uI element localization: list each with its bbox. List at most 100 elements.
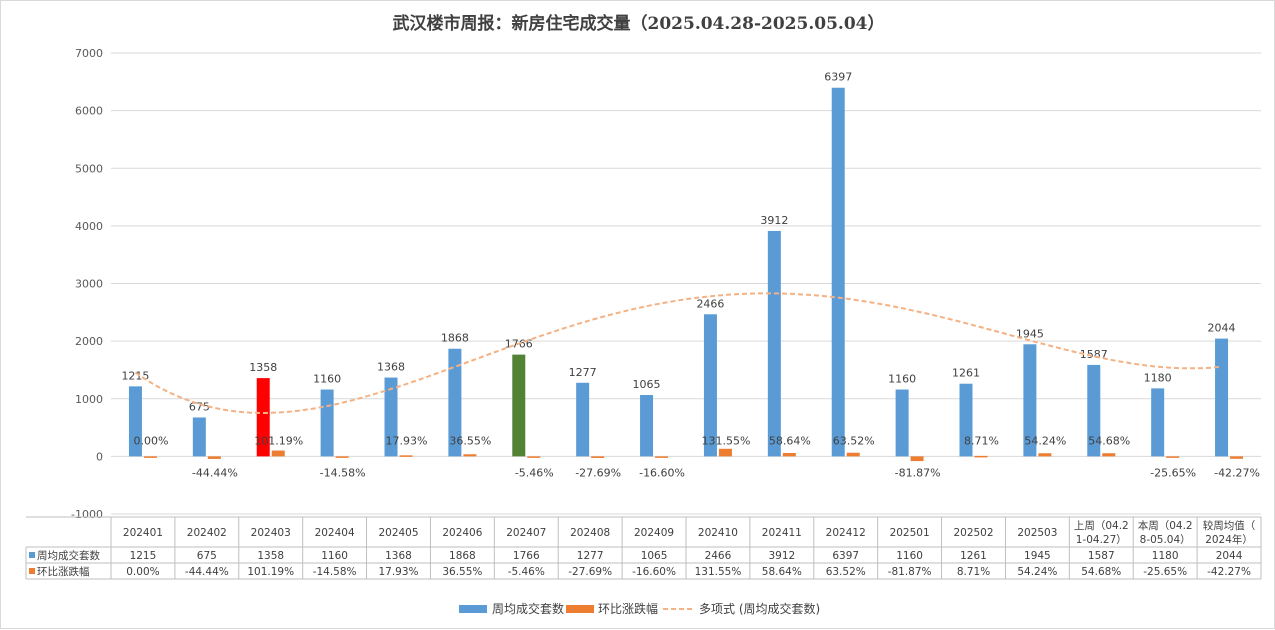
bar-value-label: 1215 [121, 369, 149, 382]
table-value: 1261 [960, 550, 987, 562]
bar-17 [1151, 388, 1165, 457]
pct-bar-4 [335, 456, 349, 458]
legend-label: 周均成交套数 [492, 601, 564, 616]
bar-15 [1023, 344, 1037, 457]
legend-swatch-环比涨跌幅 [566, 605, 594, 613]
pct-bar-11 [782, 452, 796, 457]
pct-bar-9 [655, 456, 669, 458]
pct-bar-14 [974, 455, 988, 458]
pct-bar-3 [271, 450, 285, 457]
table-value: 1368 [385, 550, 412, 562]
trendline [134, 292, 1222, 414]
table-value: 6397 [832, 550, 859, 562]
table-value: 36.55% [442, 566, 482, 578]
table-value: 54.24% [1017, 566, 1057, 578]
table-value: -16.60% [632, 566, 676, 578]
y-tick-label: 2000 [75, 335, 103, 348]
y-tick-label: 3000 [75, 278, 103, 291]
pct-value-label: -25.65% [1150, 466, 1196, 479]
y-tick-label: 6000 [75, 105, 103, 118]
table-category: 202406 [442, 527, 482, 539]
legend-key-周均成交套数 [29, 552, 35, 558]
bar-14 [959, 383, 973, 457]
bar-16 [1087, 364, 1101, 457]
y-tick-label: 0 [96, 450, 103, 463]
table-value: -42.27% [1207, 566, 1251, 578]
table-category: 202408 [570, 527, 610, 539]
bar-5 [384, 377, 398, 457]
table-value: -81.87% [888, 566, 932, 578]
table-category: 1-04.27） [1076, 534, 1127, 546]
table-value: -5.46% [508, 566, 545, 578]
table-value: 63.52% [826, 566, 866, 578]
y-tick-label: 5000 [75, 162, 103, 175]
table-value: 58.64% [762, 566, 802, 578]
table-category: 本周（04.2 [1138, 519, 1193, 532]
pct-bar-8 [591, 456, 605, 458]
table-category: 202502 [953, 527, 993, 539]
pct-value-label: 0.00% [133, 434, 168, 447]
table-value: -25.65% [1143, 566, 1187, 578]
bar-10 [703, 314, 717, 457]
bar-value-label: 1261 [952, 367, 980, 380]
table-value: 1065 [641, 550, 668, 562]
bar-12 [831, 87, 845, 457]
pct-value-label: 131.55% [701, 434, 750, 447]
bar-18 [1215, 338, 1229, 457]
pct-bar-16 [1102, 453, 1116, 457]
pct-value-label: 54.68% [1088, 434, 1130, 447]
pct-value-label: 63.52% [833, 434, 875, 447]
pct-bar-10 [718, 448, 732, 457]
bar-9 [640, 395, 654, 457]
table-value: 1160 [896, 550, 923, 562]
pct-value-label: 8.71% [964, 434, 999, 447]
table-row-header: 周均成交套数 [37, 549, 100, 562]
pct-value-label: 58.64% [769, 434, 811, 447]
bar-value-label: 1368 [377, 361, 405, 374]
table-value: 675 [197, 550, 217, 562]
pct-value-label: -27.69% [575, 466, 621, 479]
legend-swatch-周均成交套数 [459, 605, 487, 613]
table-category: 8-05.04） [1140, 534, 1191, 546]
table-category: 202501 [890, 527, 930, 539]
bar-value-label: 1868 [441, 332, 469, 345]
table-value: 1180 [1152, 550, 1179, 562]
table-category: 202403 [251, 527, 291, 539]
table-value: 1215 [130, 550, 157, 562]
table-row-header: 环比涨跌幅 [37, 565, 90, 578]
table-category: 202410 [698, 527, 738, 539]
bar-value-label: 6397 [824, 71, 852, 84]
table-category: 202401 [123, 527, 163, 539]
bar-value-label: 1180 [1144, 371, 1172, 384]
table-category: 202405 [378, 527, 418, 539]
table-value: 101.19% [247, 566, 294, 578]
legend-key-环比涨跌幅 [29, 568, 35, 574]
table-value: 1277 [577, 550, 604, 562]
bar-1 [128, 386, 142, 457]
bar-value-label: 1945 [1016, 327, 1044, 340]
pct-bar-12 [846, 452, 860, 457]
bar-2 [192, 417, 206, 457]
table-value: 0.00% [126, 566, 159, 578]
pct-value-label: -42.27% [1214, 466, 1260, 479]
pct-value-label: 36.55% [449, 434, 491, 447]
pct-bar-13 [910, 456, 924, 462]
bar-7 [512, 354, 526, 457]
bar-3 [256, 378, 270, 457]
bar-11 [767, 230, 781, 457]
pct-value-label: -16.60% [639, 466, 685, 479]
pct-value-label: -14.58% [320, 466, 366, 479]
table-value: 1358 [257, 550, 284, 562]
pct-bar-1 [143, 456, 157, 458]
table-value: -14.58% [313, 566, 357, 578]
table-category: 202412 [826, 527, 866, 539]
table-value: 8.71% [957, 566, 990, 578]
table-category: 上周（04.2 [1074, 520, 1129, 532]
pct-bar-2 [207, 456, 221, 459]
table-category: 202503 [1017, 527, 1057, 539]
bar-value-label: 3912 [760, 214, 788, 227]
pct-value-label: -5.46% [515, 466, 554, 479]
table-value: 2466 [705, 550, 732, 562]
y-tick-label: -1000 [71, 508, 103, 521]
